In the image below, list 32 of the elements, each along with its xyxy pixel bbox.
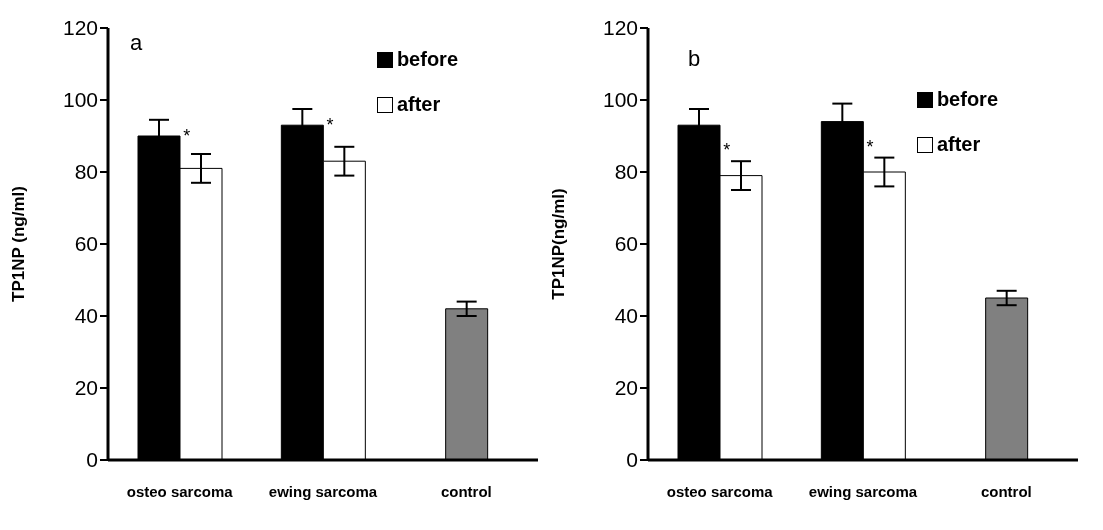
y-tick-label: 20	[74, 376, 98, 400]
y-tick-label: 100	[602, 88, 638, 112]
y-tick-label: 40	[74, 304, 98, 328]
y-axis-title: TP1NP (ng/ml)	[9, 186, 29, 302]
annotation: *	[326, 115, 334, 136]
y-tick-label: 80	[74, 160, 98, 184]
y-tick-label: 20	[614, 376, 638, 400]
x-tick-label: osteo sarcoma	[666, 482, 774, 500]
y-tick-label: 80	[614, 160, 638, 184]
y-tick-label: 0	[86, 448, 98, 472]
legend-label: after	[396, 93, 441, 116]
x-tick-label: ewing sarcoma	[268, 482, 378, 500]
annotation: b	[688, 46, 701, 72]
y-tick-label: 120	[602, 16, 638, 40]
annotation: *	[723, 140, 731, 161]
y-tick-label: 0	[626, 448, 638, 472]
x-tick-label: osteo sarcoma	[126, 482, 234, 500]
y-tick-label: 60	[614, 232, 638, 256]
legend-label: before	[936, 88, 998, 111]
y-tick-label: 100	[62, 88, 98, 112]
y-tick-label: 40	[614, 304, 638, 328]
legend-label: before	[396, 48, 458, 71]
y-tick-label: 120	[62, 16, 98, 40]
annotation: a	[130, 30, 143, 56]
y-tick-label: 60	[74, 232, 98, 256]
annotation: *	[183, 126, 191, 146]
legend-label: after	[936, 133, 981, 156]
x-tick-label: control	[980, 482, 1032, 500]
y-axis-title: TP1NP(ng/ml)	[549, 188, 569, 300]
x-tick-label: control	[440, 482, 492, 500]
annotation: *	[866, 136, 874, 157]
x-tick-label: ewing sarcoma	[808, 482, 918, 500]
